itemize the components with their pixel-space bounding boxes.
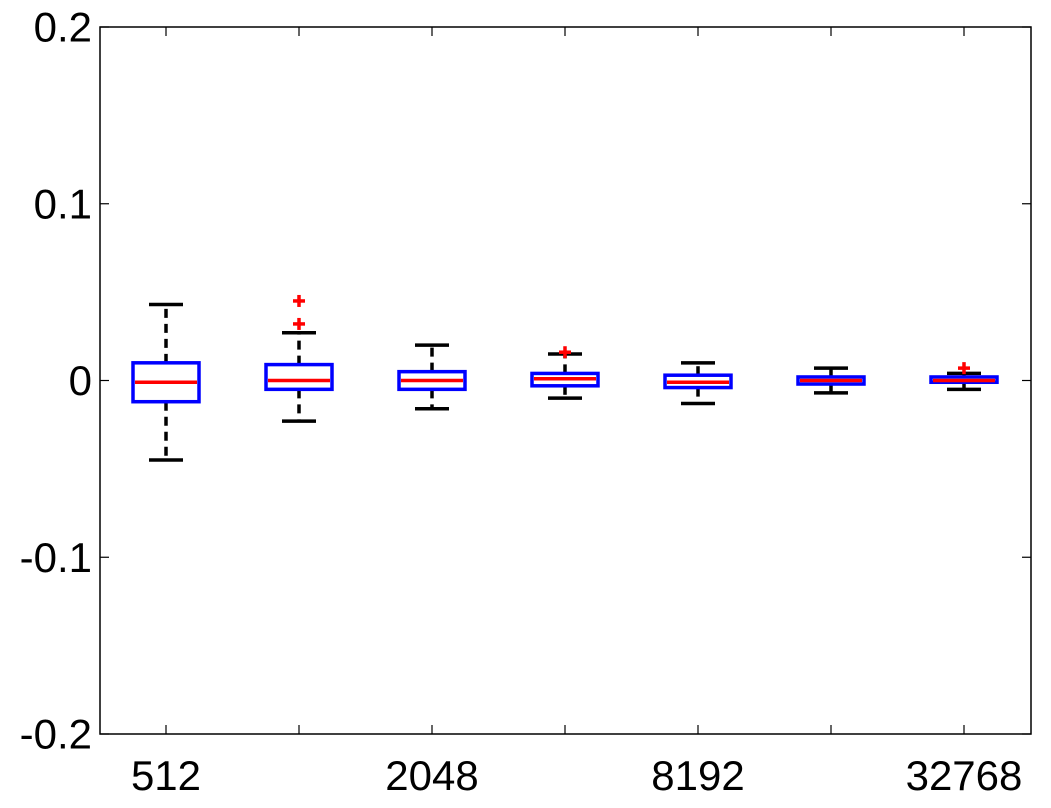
x-tick-label: 2048 <box>385 752 478 799</box>
x-tick-label: 512 <box>131 752 201 799</box>
iqr-box <box>131 361 201 404</box>
iqr-box <box>530 371 600 388</box>
y-tick-label: 0 <box>69 357 92 404</box>
iqr-box <box>663 373 733 390</box>
box-2048 <box>397 343 467 411</box>
y-axis: -0.2 -0.1 0 0.1 0.2 <box>20 4 1031 758</box>
y-tick-label: -0.2 <box>20 711 92 758</box>
y-tick-label: 0.1 <box>34 180 92 227</box>
x-tick-label: 32768 <box>906 752 1023 799</box>
box-1024 <box>264 294 334 423</box>
box-16384 <box>796 366 866 395</box>
box-4096 <box>530 346 600 400</box>
box-512 <box>131 302 201 462</box>
box-8192 <box>663 361 733 406</box>
outlier-marker <box>293 317 305 330</box>
box-series <box>131 294 999 462</box>
iqr-box <box>929 375 999 385</box>
outlier-marker <box>559 346 571 359</box>
outlier-marker <box>293 294 305 307</box>
iqr-box <box>397 369 467 392</box>
y-tick-label: 0.2 <box>34 4 92 51</box>
iqr-box <box>264 362 334 392</box>
plot-area <box>99 26 1032 735</box>
outlier-marker <box>958 362 970 375</box>
x-tick-label: 8192 <box>651 752 744 799</box>
x-axis: 512 2048 8192 32768 <box>131 27 1022 799</box>
iqr-box <box>796 375 866 386</box>
y-tick-label: -0.1 <box>20 534 92 581</box>
box-32768 <box>929 362 999 392</box>
